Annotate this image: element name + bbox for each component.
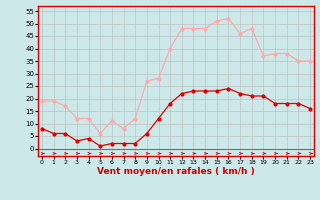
X-axis label: Vent moyen/en rafales ( km/h ): Vent moyen/en rafales ( km/h ) bbox=[97, 167, 255, 176]
